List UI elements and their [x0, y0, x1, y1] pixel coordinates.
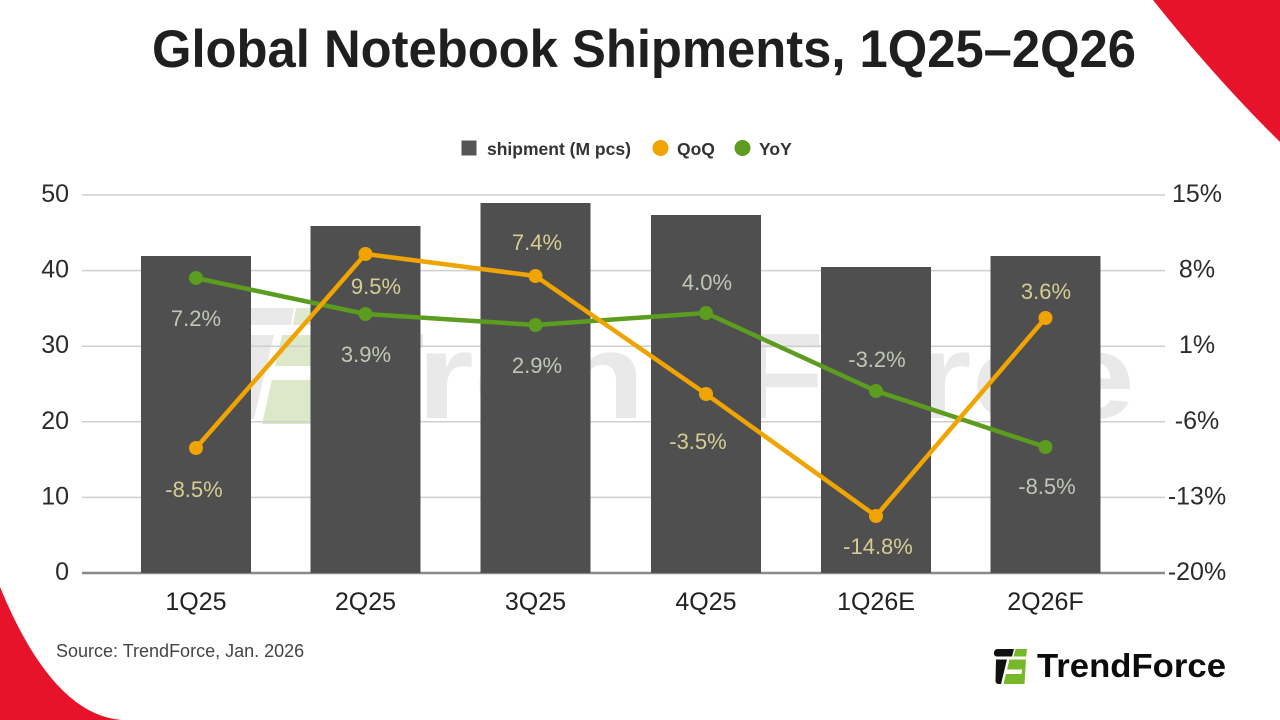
svg-text:-3.5%: -3.5%	[669, 429, 726, 454]
svg-text:-3.2%: -3.2%	[848, 347, 905, 372]
svg-text:3.6%: 3.6%	[1021, 279, 1071, 304]
svg-text:15%: 15%	[1172, 180, 1222, 208]
svg-text:1Q25: 1Q25	[165, 588, 226, 616]
svg-text:3.9%: 3.9%	[341, 342, 391, 367]
svg-text:-8.5%: -8.5%	[165, 477, 222, 502]
svg-text:7.4%: 7.4%	[512, 230, 562, 255]
svg-text:30: 30	[41, 331, 69, 359]
svg-text:-13%: -13%	[1168, 482, 1226, 510]
svg-text:1%: 1%	[1179, 331, 1215, 359]
svg-text:7.2%: 7.2%	[171, 306, 221, 331]
svg-text:2.9%: 2.9%	[512, 353, 562, 378]
svg-text:Source: TrendForce, Jan. 2026: Source: TrendForce, Jan. 2026	[56, 641, 304, 661]
svg-text:0: 0	[55, 558, 69, 586]
svg-text:QoQ: QoQ	[677, 139, 715, 159]
svg-text:40: 40	[41, 256, 69, 284]
svg-text:9.5%: 9.5%	[351, 274, 401, 299]
svg-text:YoY: YoY	[759, 139, 792, 159]
svg-text:-20%: -20%	[1168, 558, 1226, 586]
svg-text:10: 10	[41, 482, 69, 510]
svg-text:Global Notebook Shipments, 1Q2: Global Notebook Shipments, 1Q25–2Q26	[152, 20, 1136, 79]
svg-text:2Q26F: 2Q26F	[1007, 588, 1083, 616]
svg-text:4Q25: 4Q25	[675, 588, 736, 616]
svg-text:50: 50	[41, 180, 69, 208]
svg-text:TrendForce: TrendForce	[1037, 647, 1226, 684]
svg-text:20: 20	[41, 407, 69, 435]
svg-text:-8.5%: -8.5%	[1018, 474, 1075, 499]
svg-text:-6%: -6%	[1175, 407, 1219, 435]
svg-text:3Q25: 3Q25	[505, 588, 566, 616]
svg-text:shipment (M pcs): shipment (M pcs)	[487, 139, 631, 159]
svg-text:1Q26E: 1Q26E	[837, 588, 915, 616]
svg-text:8%: 8%	[1179, 256, 1215, 284]
svg-text:-14.8%: -14.8%	[843, 534, 913, 559]
svg-text:2Q25: 2Q25	[335, 588, 396, 616]
svg-text:4.0%: 4.0%	[682, 270, 732, 295]
